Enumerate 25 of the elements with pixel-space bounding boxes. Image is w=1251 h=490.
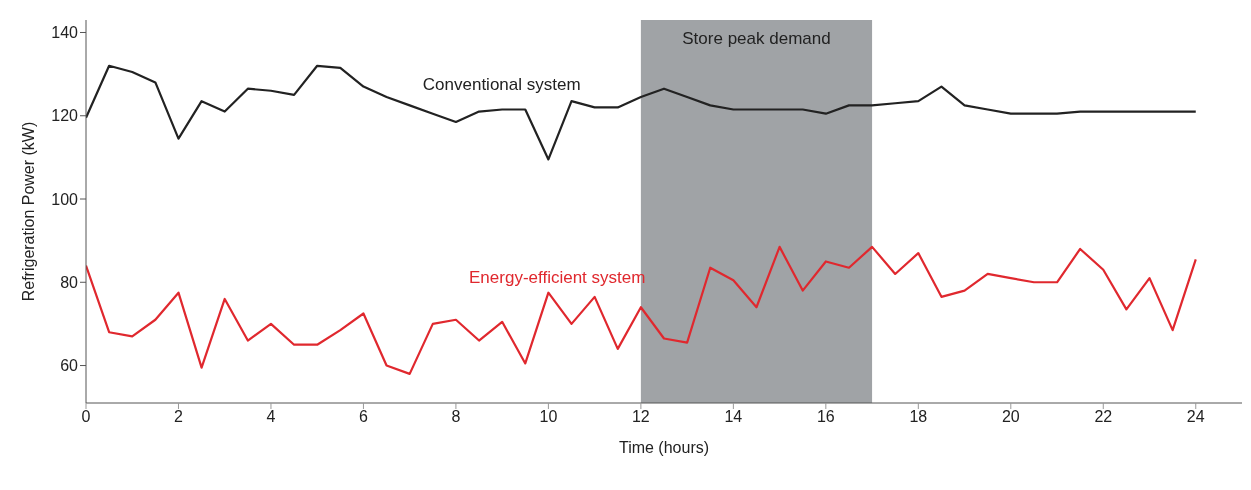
line-series	[86, 64, 1197, 161]
x-tick-label: 4	[266, 408, 276, 426]
x-tick-label: 8	[451, 408, 461, 426]
x-tick-label: 2	[174, 408, 184, 426]
x-tick-label: 14	[724, 408, 743, 426]
y-axis-title: Refrigeration Power (kW)	[19, 121, 37, 302]
band-label: Store peak demand	[682, 29, 831, 49]
line-series	[86, 245, 1197, 375]
y-tick-label: 80	[60, 273, 79, 291]
y-tick-label: 120	[51, 107, 79, 125]
x-tick-label: 18	[909, 408, 928, 426]
series-label: Conventional system	[422, 74, 581, 94]
x-tick-label: 22	[1094, 408, 1113, 426]
x-tick-label: 0	[81, 408, 91, 426]
series-label: Energy-efficient system	[469, 267, 646, 287]
x-axis-title: Time (hours)	[618, 439, 710, 456]
x-tick-label: 12	[631, 408, 650, 426]
y-tick-label: 140	[51, 24, 79, 42]
y-tick-label: 60	[60, 357, 79, 375]
x-tick-label: 6	[358, 408, 368, 426]
x-tick-label: 20	[1001, 408, 1020, 426]
x-tick-label: 24	[1186, 408, 1205, 426]
x-tick-label: 10	[539, 408, 558, 426]
x-tick-label: 16	[816, 408, 835, 426]
y-tick-label: 100	[51, 190, 79, 208]
